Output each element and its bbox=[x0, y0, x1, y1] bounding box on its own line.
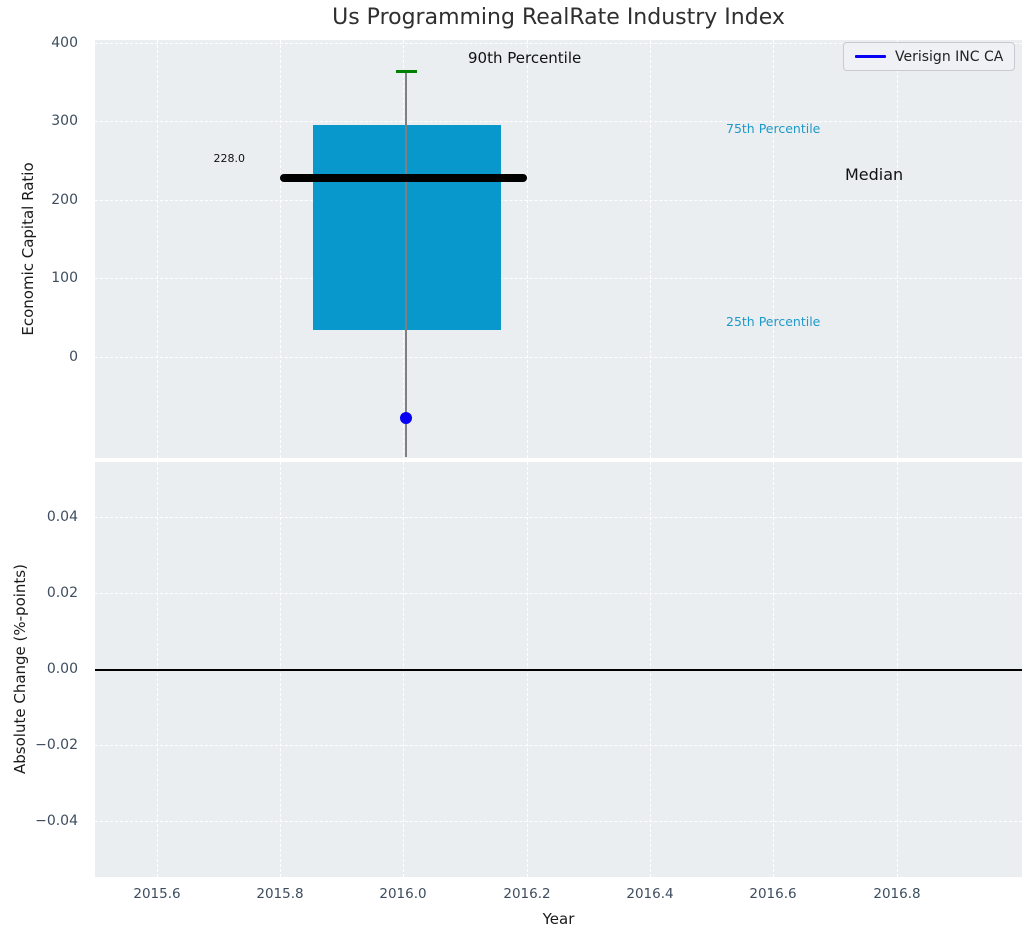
median-line bbox=[280, 174, 527, 182]
y-tick-label: −0.04 bbox=[35, 813, 78, 829]
gridline bbox=[95, 745, 1022, 746]
p75-label: 75th Percentile bbox=[726, 121, 821, 136]
gridline bbox=[95, 278, 1022, 279]
legend-label: Verisign INC CA bbox=[895, 48, 1004, 65]
gridline bbox=[650, 40, 651, 458]
gridline bbox=[95, 821, 1022, 822]
p90-cap-line bbox=[396, 70, 417, 73]
median-label: Median bbox=[845, 165, 904, 184]
x-tick-label: 2016.4 bbox=[626, 886, 674, 902]
x-tick-label: 2016.0 bbox=[379, 886, 427, 902]
industry-percentile-box bbox=[313, 125, 501, 330]
x-tick-label: 2016.2 bbox=[503, 886, 551, 902]
x-tick-label: 2015.6 bbox=[133, 886, 181, 902]
gridline bbox=[773, 40, 774, 458]
gridline bbox=[95, 593, 1022, 594]
chart-title: Us Programming RealRate Industry Index bbox=[332, 5, 785, 30]
x-axis-label: Year bbox=[542, 910, 575, 928]
x-tick-label: 2015.8 bbox=[256, 886, 304, 902]
gridline bbox=[527, 40, 528, 458]
median-value-label: 228.0 bbox=[213, 152, 246, 165]
y-tick-label: 400 bbox=[51, 35, 78, 51]
gridline bbox=[95, 517, 1022, 518]
x-tick-label: 2016.6 bbox=[749, 886, 797, 902]
y-tick-label: 0.04 bbox=[46, 509, 78, 525]
y-tick-label: 0.02 bbox=[46, 585, 78, 601]
gridline bbox=[95, 357, 1022, 358]
y-tick-label: 200 bbox=[51, 192, 78, 208]
p25-label: 25th Percentile bbox=[726, 314, 821, 329]
gridline bbox=[897, 40, 898, 458]
y-tick-label: 300 bbox=[51, 113, 78, 129]
gridline bbox=[95, 121, 1022, 122]
gridline bbox=[95, 200, 1022, 201]
legend: Verisign INC CA bbox=[843, 42, 1016, 71]
y-tick-label: 100 bbox=[51, 270, 78, 286]
y-tick-label: −0.02 bbox=[35, 737, 78, 753]
gridline bbox=[280, 40, 281, 458]
bottom-y-axis-label: Absolute Change (%-points) bbox=[11, 564, 29, 774]
y-tick-label: 0 bbox=[69, 349, 78, 365]
gridline bbox=[157, 40, 158, 458]
company-point bbox=[400, 412, 412, 424]
legend-line-swatch bbox=[855, 55, 886, 58]
x-tick-label: 2016.8 bbox=[873, 886, 921, 902]
y-tick-label: 0.00 bbox=[46, 661, 78, 677]
top-plot-area: 228.0 90th Percentile 75th Percentile Me… bbox=[95, 40, 1022, 458]
zero-reference-line bbox=[95, 668, 1022, 671]
gridline bbox=[95, 43, 1022, 44]
p90-label: 90th Percentile bbox=[468, 49, 582, 67]
whisker-line bbox=[405, 72, 407, 457]
bottom-plot-area bbox=[95, 462, 1022, 877]
top-y-axis-label: Economic Capital Ratio bbox=[19, 162, 37, 336]
